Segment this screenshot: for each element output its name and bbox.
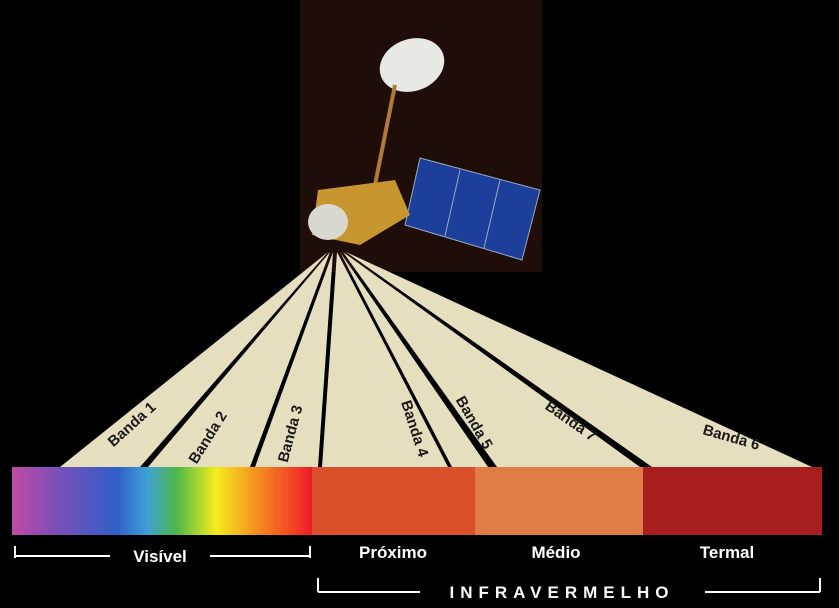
thermal-label: Termal	[700, 543, 755, 562]
infrared-label: INFRAVERMELHO	[449, 583, 674, 602]
mid-ir	[475, 467, 643, 535]
near-label: Próximo	[359, 543, 427, 562]
thermal-ir	[643, 467, 822, 535]
visible-spectrum	[12, 467, 312, 535]
beams	[60, 252, 812, 467]
satellite	[300, 0, 542, 272]
brackets	[14, 546, 821, 593]
mid-label: Médio	[531, 543, 580, 562]
visible-label: Visível	[133, 547, 187, 566]
near-ir	[312, 467, 475, 535]
